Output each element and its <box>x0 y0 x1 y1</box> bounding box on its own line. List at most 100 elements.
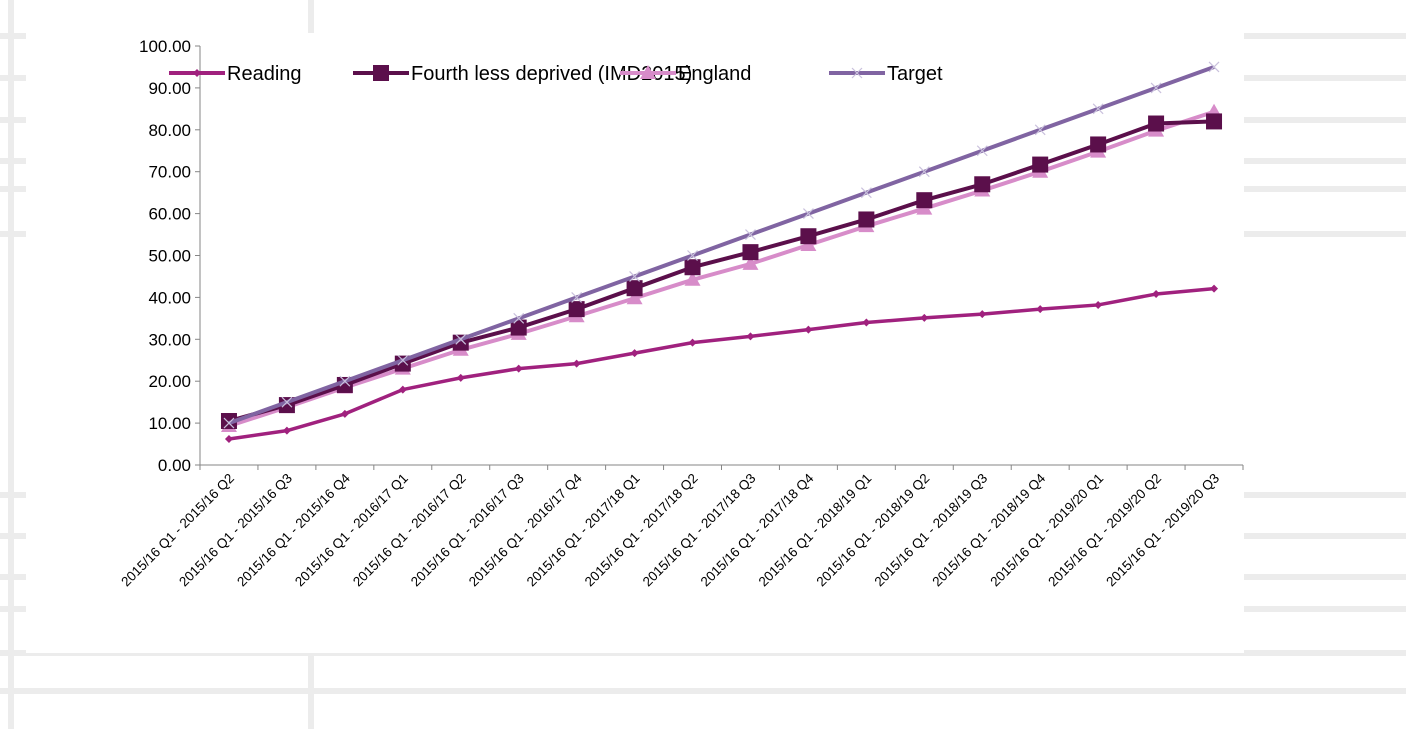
y-tick-label: 50.00 <box>148 247 191 266</box>
data-point <box>456 373 465 382</box>
y-tick-label: 20.00 <box>148 372 191 391</box>
y-tick-label: 30.00 <box>148 330 191 349</box>
data-point-stroke <box>1034 124 1046 136</box>
y-tick-label: 60.00 <box>148 205 191 224</box>
data-point <box>1210 284 1219 293</box>
data-point-stroke <box>1092 103 1104 115</box>
data-point <box>1208 61 1220 73</box>
x-tick-label: 2015/16 Q1 - 2016/17 Q2 <box>350 471 469 590</box>
data-point <box>918 166 930 178</box>
x-tick-label: 2015/16 Q1 - 2016/17 Q1 <box>292 471 411 590</box>
data-point <box>742 255 759 270</box>
data-point <box>1092 103 1104 115</box>
x-tick-label: 2015/16 Q1 - 2017/18 Q2 <box>582 471 701 590</box>
data-point-stroke <box>851 67 863 79</box>
x-tick-label: 2015/16 Q1 - 2015/16 Q4 <box>234 470 353 589</box>
legend-item: Fourth less deprived (IMD2015) <box>353 63 692 85</box>
data-point <box>568 301 585 318</box>
data-point <box>851 67 863 79</box>
data-point-stroke <box>802 208 814 220</box>
y-tick-label: 70.00 <box>148 163 191 182</box>
data-point-stroke <box>745 229 756 240</box>
data-point-stroke <box>1150 82 1162 94</box>
series-line <box>228 286 1215 441</box>
data-point <box>629 271 641 282</box>
y-tick-label: 100.00 <box>139 37 191 56</box>
data-point-stroke <box>571 291 583 303</box>
data-point <box>510 319 527 336</box>
x-tick-label: 2015/16 Q1 - 2018/19 Q2 <box>814 471 933 590</box>
data-point-stroke <box>629 271 641 282</box>
chart-axes: 0.00 10.00 20.00 30.00 40.00 50.00 60.00 70.00 8… <box>118 37 1244 590</box>
y-tick-label: 40.00 <box>148 288 191 307</box>
data-point <box>745 229 756 240</box>
data-point <box>1036 305 1045 314</box>
data-point <box>802 208 814 220</box>
data-point <box>976 145 988 157</box>
series-target <box>223 61 1220 429</box>
legend-item: Target <box>829 63 943 85</box>
sheet-row-line <box>0 650 1406 656</box>
data-point <box>742 244 759 261</box>
data-point-stroke <box>687 250 698 261</box>
data-point <box>684 271 701 286</box>
data-point <box>572 359 581 368</box>
data-point <box>687 250 698 261</box>
data-point <box>746 332 755 341</box>
x-tick-label: 2015/16 Q1 - 2017/18 Q1 <box>524 471 643 590</box>
legend-item: England <box>620 63 751 85</box>
chart-legend: Reading Fourth less deprived (IMD2015)Eng… <box>169 63 943 85</box>
data-point <box>630 349 639 358</box>
y-tick-label: 80.00 <box>148 121 191 140</box>
data-point <box>688 338 697 347</box>
legend-item: Reading <box>169 63 302 85</box>
legend-label: Target <box>887 63 943 85</box>
data-point <box>1148 115 1165 132</box>
y-tick-label: 10.00 <box>148 414 191 433</box>
data-point <box>920 313 929 322</box>
data-point <box>1150 82 1162 94</box>
series-layer <box>220 61 1223 444</box>
data-point <box>1094 300 1103 309</box>
data-point <box>1206 113 1223 130</box>
legend-label: England <box>678 63 751 85</box>
data-point <box>1090 136 1107 153</box>
data-point <box>224 435 233 444</box>
line-chart: 0.00 10.00 20.00 30.00 40.00 50.00 60.00 70.00 8… <box>118 37 1244 590</box>
series-line <box>228 119 1215 423</box>
x-tick-label: 2015/16 Q1 - 2019/20 Q3 <box>1103 471 1222 590</box>
data-point <box>281 396 293 408</box>
data-point-stroke <box>1208 61 1220 73</box>
data-point <box>1032 156 1049 173</box>
data-point <box>626 290 643 305</box>
data-point <box>397 354 409 366</box>
series-reading <box>224 284 1219 444</box>
chart-area[interactable]: 0.00 10.00 20.00 30.00 40.00 50.00 60.00 70.00 8… <box>26 33 1244 653</box>
data-point <box>339 375 351 387</box>
data-point <box>223 417 235 429</box>
data-point <box>571 291 583 303</box>
data-point <box>282 426 291 435</box>
data-point-stroke <box>918 166 930 178</box>
data-point <box>513 312 525 324</box>
x-tick-label: 2015/16 Q1 - 2018/19 Q1 <box>756 471 875 590</box>
series-line <box>228 65 1215 425</box>
data-point-stroke <box>397 354 409 366</box>
data-point <box>862 318 871 327</box>
x-tick-label: 2015/16 Q1 - 2016/17 Q3 <box>408 471 527 590</box>
data-point-stroke <box>223 417 235 429</box>
x-tick-label: 2015/16 Q1 - 2015/16 Q2 <box>118 471 237 590</box>
x-tick-label: 2015/16 Q1 - 2017/18 Q3 <box>640 471 759 590</box>
data-point <box>514 364 523 373</box>
data-point <box>916 192 933 209</box>
y-tick-label: 90.00 <box>148 79 191 98</box>
data-point <box>340 409 349 418</box>
series-line <box>228 109 1215 428</box>
legend-label: Fourth less deprived (IMD2015) <box>411 63 692 85</box>
data-point <box>640 65 656 79</box>
data-point <box>1152 290 1161 299</box>
sheet-row-line <box>0 688 1406 694</box>
data-point <box>800 228 817 245</box>
sheet-column-line <box>8 0 14 729</box>
x-tick-label: 2015/16 Q1 - 2018/19 Q3 <box>871 471 990 590</box>
